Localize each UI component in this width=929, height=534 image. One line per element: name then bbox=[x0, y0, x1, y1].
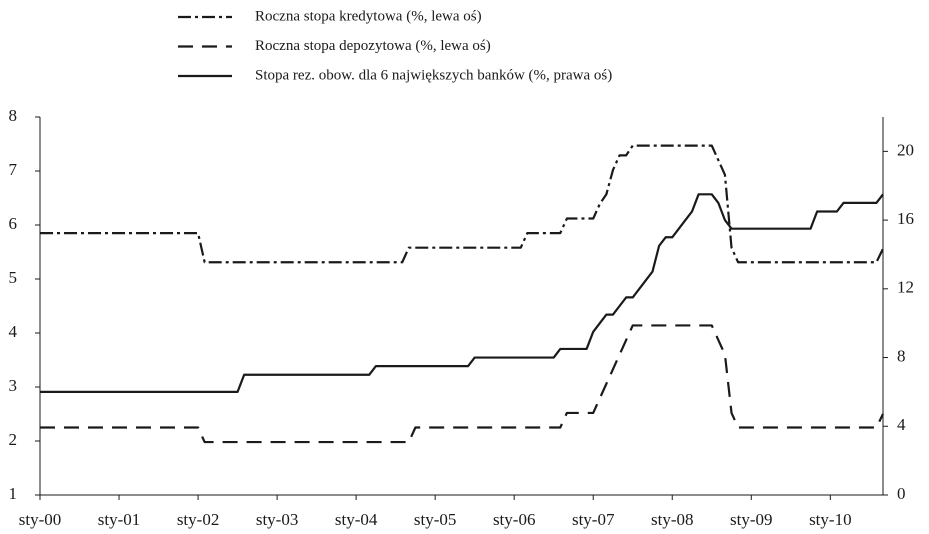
x-tick-label: sty-09 bbox=[730, 510, 773, 529]
series-line bbox=[40, 144, 884, 264]
y2-tick-label: 8 bbox=[897, 346, 906, 365]
x-tick-label: sty-08 bbox=[651, 510, 694, 529]
y-tick-label: 1 bbox=[9, 484, 18, 503]
series-line bbox=[40, 193, 884, 394]
x-tick-label: sty-04 bbox=[335, 510, 378, 529]
legend-label: Roczna stopa kredytowa (%, lewa oś) bbox=[255, 8, 482, 24]
x-tick-label: sty-02 bbox=[177, 510, 220, 529]
x-tick-label: sty-06 bbox=[493, 510, 536, 529]
y-tick-label: 4 bbox=[9, 322, 18, 341]
x-tick-label: sty-01 bbox=[98, 510, 141, 529]
x-tick-label: sty-03 bbox=[256, 510, 299, 529]
legend-label: Stopa rez. obow. dla 6 największych bank… bbox=[255, 67, 612, 83]
y-tick-label: 8 bbox=[9, 106, 18, 125]
y2-tick-label: 12 bbox=[897, 278, 914, 297]
x-tick-label: sty-10 bbox=[809, 510, 852, 529]
series-line bbox=[40, 324, 884, 444]
y-tick-label: 5 bbox=[9, 268, 18, 287]
legend-label: Roczna stopa depozytowa (%, lewa oś) bbox=[255, 38, 491, 54]
y2-tick-label: 20 bbox=[897, 140, 914, 159]
y-tick-label: 7 bbox=[9, 160, 18, 179]
y2-tick-label: 16 bbox=[897, 209, 914, 228]
y2-tick-label: 0 bbox=[897, 484, 906, 503]
x-tick-label: sty-05 bbox=[414, 510, 457, 529]
y-tick-label: 6 bbox=[9, 214, 18, 233]
x-tick-label: sty-07 bbox=[572, 510, 615, 529]
y2-tick-label: 4 bbox=[897, 415, 906, 434]
x-tick-label: sty-00 bbox=[19, 510, 62, 529]
y-tick-label: 3 bbox=[9, 376, 18, 395]
y-tick-label: 2 bbox=[9, 430, 18, 449]
